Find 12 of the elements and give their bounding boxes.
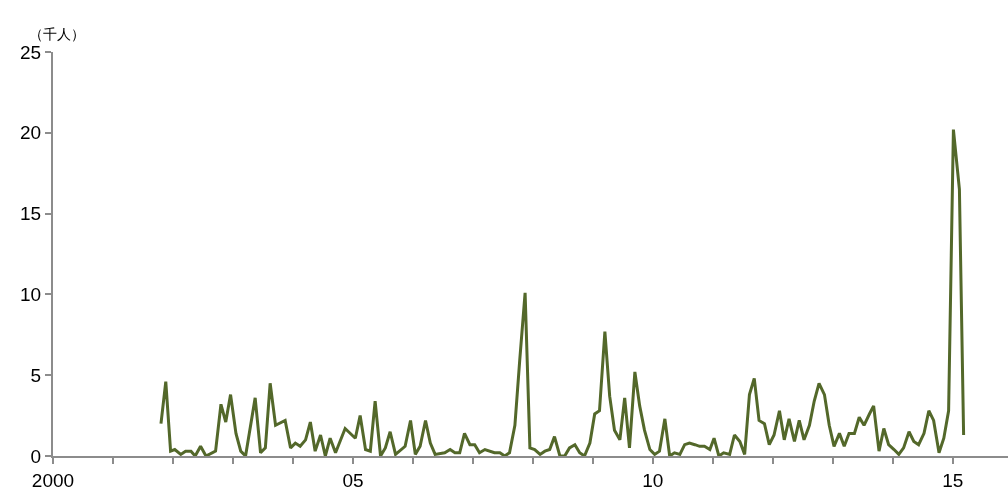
y-tick-label: 0 xyxy=(30,445,42,467)
y-tick-label: 25 xyxy=(20,41,42,63)
x-tick-label: 05 xyxy=(342,469,364,491)
y-tick-label: 20 xyxy=(20,122,42,144)
x-tick-label: 10 xyxy=(642,469,664,491)
y-tick-label: 5 xyxy=(30,364,42,386)
y-axis-title: （千人） xyxy=(29,26,85,42)
x-tick-label: 15 xyxy=(942,469,964,491)
y-tick-label: 10 xyxy=(20,284,42,306)
y-tick-label: 15 xyxy=(20,203,42,225)
x-tick-label: 2000 xyxy=(31,469,75,491)
line-series xyxy=(159,128,966,456)
